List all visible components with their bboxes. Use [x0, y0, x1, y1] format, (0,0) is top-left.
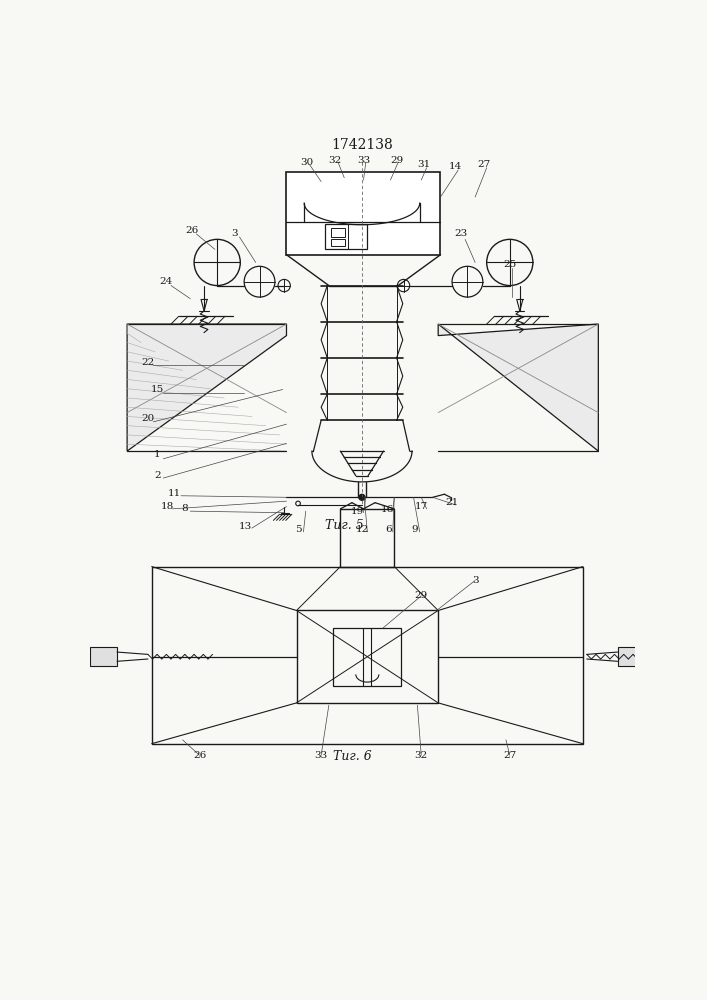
- Text: 26: 26: [185, 226, 199, 235]
- Text: 1742138: 1742138: [331, 138, 393, 152]
- Text: 6: 6: [385, 525, 392, 534]
- Bar: [331, 228, 345, 237]
- Text: 27: 27: [478, 160, 491, 169]
- Text: 13: 13: [239, 522, 252, 531]
- Text: 18: 18: [160, 502, 174, 511]
- Bar: [651, 640, 670, 674]
- Text: Τиг. 5: Τиг. 5: [325, 519, 363, 532]
- Bar: [296, 610, 438, 703]
- Polygon shape: [127, 324, 286, 451]
- Text: 16: 16: [381, 505, 394, 514]
- Bar: [152, 567, 583, 744]
- Text: 11: 11: [168, 489, 182, 498]
- Text: 1: 1: [154, 450, 160, 459]
- Text: 5: 5: [295, 525, 301, 534]
- Bar: [648, 634, 673, 680]
- Text: 9: 9: [411, 525, 419, 534]
- Bar: [57, 640, 75, 674]
- Text: 30: 30: [300, 158, 314, 167]
- Bar: [334, 628, 402, 686]
- Text: 20: 20: [141, 414, 155, 423]
- Text: 14: 14: [448, 162, 462, 171]
- Text: 27: 27: [503, 751, 516, 760]
- Text: 32: 32: [414, 751, 428, 760]
- Polygon shape: [438, 324, 598, 451]
- Bar: [340, 509, 395, 567]
- Text: Τиг. 6: Τиг. 6: [332, 750, 371, 763]
- Bar: [286, 172, 440, 255]
- Text: 33: 33: [357, 156, 370, 165]
- Text: 29: 29: [390, 156, 403, 165]
- Text: 3: 3: [232, 229, 238, 238]
- Text: 8: 8: [181, 504, 187, 513]
- Text: 23: 23: [455, 229, 468, 238]
- Text: 31: 31: [418, 160, 431, 169]
- Text: 25: 25: [503, 260, 516, 269]
- Text: 32: 32: [328, 156, 341, 165]
- Bar: [325, 224, 368, 249]
- Circle shape: [359, 494, 365, 500]
- Text: 26: 26: [193, 751, 206, 760]
- Bar: [618, 647, 645, 666]
- Text: 29: 29: [414, 591, 428, 600]
- Bar: [53, 634, 78, 680]
- Bar: [331, 239, 345, 246]
- Text: 22: 22: [141, 358, 155, 367]
- Text: 19: 19: [351, 507, 364, 516]
- Bar: [90, 647, 117, 666]
- Text: 12: 12: [356, 525, 369, 534]
- Text: 2: 2: [154, 471, 160, 480]
- Text: 33: 33: [315, 751, 328, 760]
- Text: 17: 17: [414, 502, 428, 511]
- Text: 3: 3: [472, 576, 479, 585]
- Text: 15: 15: [151, 385, 165, 394]
- Text: 24: 24: [159, 277, 173, 286]
- Text: 21: 21: [445, 498, 459, 507]
